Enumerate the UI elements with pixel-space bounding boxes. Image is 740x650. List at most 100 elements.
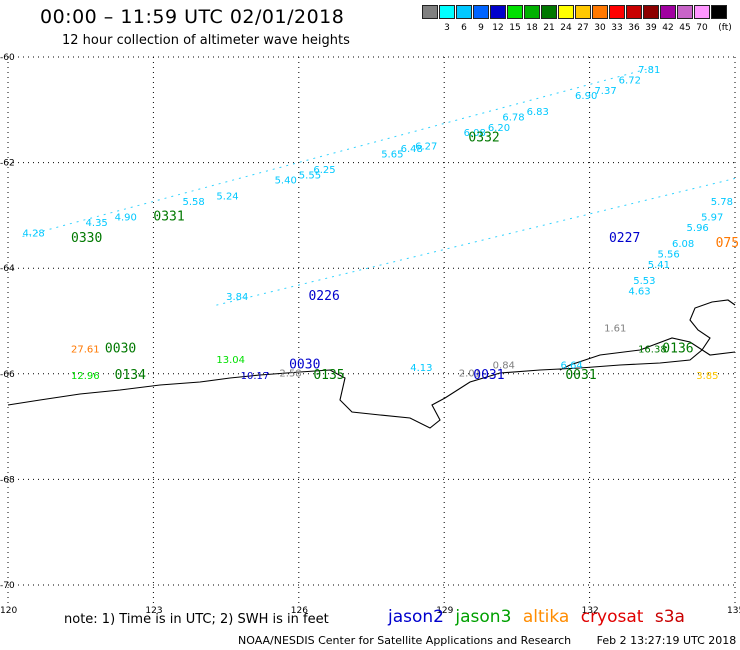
scale-label: 36 bbox=[628, 23, 640, 33]
latitude-label: -68 bbox=[0, 475, 15, 485]
antarctic-coastline bbox=[7, 299, 736, 429]
wave-height-value: 7.37 bbox=[594, 86, 616, 97]
wave-height-labels: 27.61 12.96 13.04 10.17 1.61 16.38 6.64 5.78 5.9… bbox=[23, 65, 740, 383]
scale-label: 6 bbox=[461, 23, 467, 33]
wave-height-value: 6.64 bbox=[561, 361, 583, 372]
wave-height-value: 4.63 bbox=[628, 287, 650, 298]
pass-time-label: 0227 bbox=[609, 231, 640, 246]
pass-time-label: 0331 bbox=[153, 210, 184, 225]
scale-label: 42 bbox=[662, 23, 674, 33]
note-text: note: 1) Time is in UTC; 2) SWH is in fe… bbox=[64, 612, 329, 627]
wave-height-value: 4.90 bbox=[115, 213, 137, 224]
wave-height-value: 6.27 bbox=[415, 141, 437, 152]
pass-time-label: 0226 bbox=[308, 289, 339, 304]
wave-height-value: 6.72 bbox=[619, 75, 641, 86]
scale-swatch bbox=[660, 5, 676, 19]
scale-label: 21 bbox=[543, 23, 555, 33]
pass-time-label: 0031 bbox=[565, 368, 596, 383]
wave-height-value: 5.56 bbox=[657, 250, 679, 261]
scale-swatch bbox=[439, 5, 455, 19]
scale-swatch bbox=[524, 5, 540, 19]
latitude-label: -70 bbox=[0, 581, 15, 591]
wave-height-value: 6.78 bbox=[502, 112, 524, 123]
scale-swatch bbox=[558, 5, 574, 19]
legend-jason2: jason2 bbox=[388, 607, 444, 627]
wave-height-value: 0.84 bbox=[493, 361, 515, 372]
legend-altika: altika bbox=[522, 607, 570, 627]
scale-label: 18 bbox=[526, 23, 538, 33]
longitude-label: 120 bbox=[0, 606, 17, 616]
longitude-label: 126 bbox=[291, 606, 308, 616]
wave-height-value: 6.48 bbox=[401, 144, 423, 155]
scale-swatch bbox=[643, 5, 659, 19]
scale-unit-label: (ft) bbox=[718, 23, 732, 33]
pass-time-label: 0330 bbox=[71, 231, 102, 246]
latitude-label: -60 bbox=[0, 53, 15, 63]
scale-swatch bbox=[507, 5, 523, 19]
wave-height-value: 7.81 bbox=[638, 65, 660, 76]
wave-height-value: 13.04 bbox=[216, 355, 245, 366]
lat-lon-grid bbox=[7, 56, 736, 605]
scale-swatch bbox=[456, 5, 472, 19]
wave-height-value: 6.90 bbox=[575, 91, 597, 102]
scale-label: 3 bbox=[444, 23, 450, 33]
scale-swatch bbox=[626, 5, 642, 19]
latitude-label: -64 bbox=[0, 264, 15, 274]
scale-swatch bbox=[677, 5, 693, 19]
satellite-legend: jason2 jason3 altika cryosat s3a bbox=[388, 607, 691, 627]
wave-height-value: 12.96 bbox=[71, 371, 100, 382]
pass-time-label: 0030 bbox=[289, 358, 320, 373]
wave-height-value: 5.96 bbox=[687, 223, 709, 234]
wave-height-value: 27.61 bbox=[71, 345, 100, 356]
satellite-tracks bbox=[22, 67, 736, 306]
ground-track bbox=[22, 67, 653, 238]
map-subtitle: 12 hour collection of altimeter wave hei… bbox=[62, 33, 350, 48]
wave-height-value: 6.25 bbox=[313, 165, 335, 176]
scale-label: 15 bbox=[509, 23, 521, 33]
wave-height-value: 4.28 bbox=[23, 229, 45, 240]
legend-s3a: s3a bbox=[654, 607, 685, 627]
pass-time-label: 0332 bbox=[468, 130, 499, 145]
longitude-label: 123 bbox=[145, 606, 162, 616]
scale-swatch bbox=[490, 5, 506, 19]
axis-labels: -60 -62 -64 -66 -68 -70 120 123 126 129 132 135 bbox=[0, 53, 740, 616]
pass-time-label: 0031 bbox=[473, 368, 504, 383]
scale-label: 30 bbox=[594, 23, 606, 33]
scale-label: 45 bbox=[679, 23, 691, 33]
scale-label: 9 bbox=[478, 23, 484, 33]
wave-height-value: 5.78 bbox=[711, 197, 733, 208]
wave-height-value: 1.61 bbox=[604, 324, 626, 335]
pass-time-label: 0135 bbox=[313, 368, 344, 383]
longitude-label: 129 bbox=[436, 606, 453, 616]
longitude-label: 135 bbox=[727, 606, 740, 616]
wave-height-value: 2.58 bbox=[279, 368, 301, 379]
wave-height-value: 6.20 bbox=[488, 123, 510, 134]
scale-label: 70 bbox=[696, 23, 708, 33]
scale-swatch bbox=[473, 5, 489, 19]
wave-height-value: 16.38 bbox=[638, 345, 667, 356]
wave-height-value: 3.84 bbox=[226, 292, 248, 303]
scale-label: 39 bbox=[645, 23, 657, 33]
wave-height-value: 3.85 bbox=[696, 371, 718, 382]
credit-line: NOAA/NESDIS Center for Satellite Applica… bbox=[238, 634, 736, 647]
wave-height-value: 4.35 bbox=[86, 218, 108, 229]
wave-height-value: 4.13 bbox=[410, 363, 432, 374]
wave-height-value: 5.55 bbox=[299, 170, 321, 181]
wave-height-value: 6.08 bbox=[672, 239, 694, 250]
pass-time-label: 0136 bbox=[662, 342, 693, 357]
legend-cryosat: cryosat bbox=[580, 607, 644, 627]
wave-height-value: 6.83 bbox=[527, 107, 549, 118]
scale-swatch bbox=[541, 5, 557, 19]
latitude-label: -66 bbox=[0, 370, 15, 380]
scale-swatch bbox=[711, 5, 727, 19]
map-title: 00:00 – 11:59 UTC 02/01/2018 bbox=[40, 6, 345, 28]
wave-height-value: 5.40 bbox=[275, 176, 297, 187]
scale-swatch bbox=[575, 5, 591, 19]
scale-label: 33 bbox=[611, 23, 623, 33]
wave-height-value: 5.58 bbox=[182, 197, 204, 208]
wave-height-value: 5.24 bbox=[216, 192, 238, 203]
scale-swatch bbox=[422, 5, 438, 19]
scale-label: 27 bbox=[577, 23, 589, 33]
longitude-label: 132 bbox=[582, 606, 599, 616]
